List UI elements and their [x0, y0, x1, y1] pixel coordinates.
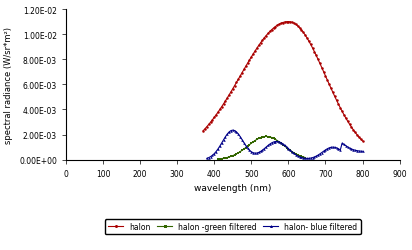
halon -green filtered: [249, 142, 254, 145]
halon: [236, 78, 241, 81]
halon: [227, 94, 232, 97]
halon -green filtered: [293, 153, 298, 156]
halon -green filtered: [290, 150, 295, 154]
halon: [360, 140, 365, 143]
halon -green filtered: [271, 137, 276, 140]
halon -green filtered: [301, 156, 306, 159]
halon -green filtered: [297, 154, 302, 158]
halon: [201, 130, 206, 133]
halon -green filtered: [295, 154, 300, 157]
halon -green filtered: [282, 145, 287, 148]
halon -green filtered: [265, 136, 270, 138]
halon -green filtered: [276, 141, 281, 144]
halon -green filtered: [230, 154, 235, 158]
halon -green filtered: [215, 158, 220, 161]
halon -green filtered: [273, 138, 278, 141]
halon -green filtered: [225, 156, 229, 160]
Line: halon -green filtered: halon -green filtered: [217, 136, 307, 161]
halon -green filtered: [275, 140, 280, 142]
halon- blue filtered: [230, 129, 235, 132]
halon -green filtered: [240, 149, 245, 152]
halon -green filtered: [236, 152, 241, 155]
halon -green filtered: [227, 156, 232, 159]
halon -green filtered: [286, 148, 291, 151]
halon -green filtered: [241, 148, 246, 151]
halon -green filtered: [217, 158, 222, 161]
halon -green filtered: [279, 142, 283, 145]
halon- blue filtered: [360, 150, 365, 153]
halon -green filtered: [219, 158, 224, 160]
halon -green filtered: [223, 157, 228, 160]
halon: [267, 31, 272, 34]
halon- blue filtered: [253, 152, 258, 155]
halon: [286, 21, 291, 24]
halon -green filtered: [260, 136, 265, 139]
Line: halon- blue filtered: halon- blue filtered: [206, 129, 364, 160]
halon -green filtered: [238, 150, 243, 154]
halon -green filtered: [221, 157, 226, 160]
halon -green filtered: [264, 136, 269, 138]
halon -green filtered: [269, 136, 274, 140]
halon -green filtered: [284, 146, 289, 150]
Legend: halon, halon -green filtered, halon- blue filtered: halon, halon -green filtered, halon- blu…: [105, 219, 360, 234]
halon -green filtered: [299, 155, 304, 158]
halon- blue filtered: [260, 149, 265, 152]
halon -green filtered: [258, 136, 263, 140]
halon -green filtered: [228, 155, 233, 158]
halon- blue filtered: [284, 146, 289, 149]
halon -green filtered: [262, 136, 267, 138]
halon- blue filtered: [354, 150, 359, 152]
halon -green filtered: [245, 145, 250, 148]
X-axis label: wavelength (nm): wavelength (nm): [194, 184, 272, 192]
halon -green filtered: [280, 144, 285, 146]
halon -green filtered: [247, 144, 252, 146]
halon -green filtered: [232, 154, 237, 157]
halon -green filtered: [234, 153, 239, 156]
halon -green filtered: [253, 140, 258, 142]
halon- blue filtered: [254, 152, 260, 155]
halon: [247, 59, 252, 62]
halon: [280, 22, 285, 25]
halon -green filtered: [291, 152, 296, 155]
halon- blue filtered: [304, 157, 309, 160]
halon: [332, 96, 337, 98]
halon -green filtered: [267, 136, 272, 139]
halon- blue filtered: [232, 130, 237, 132]
halon- blue filtered: [204, 157, 209, 160]
Y-axis label: spectral radiance (W/sr*m²): spectral radiance (W/sr*m²): [5, 27, 14, 143]
halon -green filtered: [250, 141, 255, 144]
halon -green filtered: [288, 149, 293, 152]
Line: halon: halon: [202, 21, 364, 143]
halon -green filtered: [302, 156, 307, 160]
halon -green filtered: [254, 138, 260, 141]
halon -green filtered: [256, 137, 261, 140]
halon -green filtered: [243, 146, 248, 150]
